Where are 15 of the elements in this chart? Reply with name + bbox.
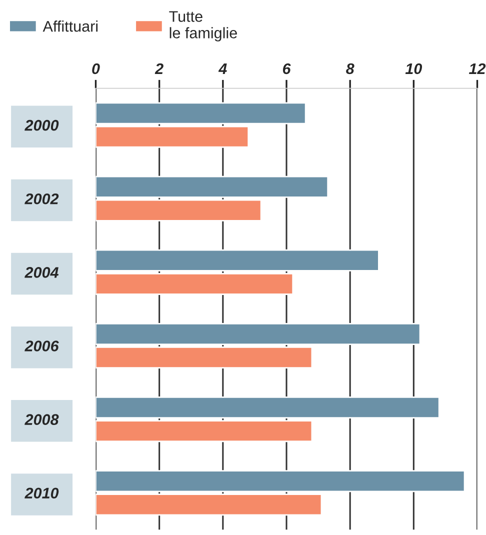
y-tick-label: 2008 — [24, 414, 59, 425]
legend-label: Tutte le famiglie — [169, 11, 237, 42]
y-tick-label: 2000 — [24, 120, 59, 131]
legend-label: Affittuari — [42, 20, 98, 32]
x-tick-label: 6 — [282, 63, 291, 74]
x-tick-label: 8 — [346, 63, 354, 74]
x-tick-label: 10 — [405, 63, 422, 74]
x-tick-label: 12 — [469, 63, 486, 74]
y-tick-label: 2002 — [24, 193, 59, 204]
x-tick-label: 0 — [92, 63, 100, 74]
x-tick-label: 2 — [154, 63, 164, 74]
y-tick-label: 2004 — [24, 267, 59, 278]
y-tick-label: 2010 — [24, 488, 59, 499]
x-tick-label: 4 — [218, 63, 227, 74]
y-tick-label: 2006 — [24, 340, 59, 352]
